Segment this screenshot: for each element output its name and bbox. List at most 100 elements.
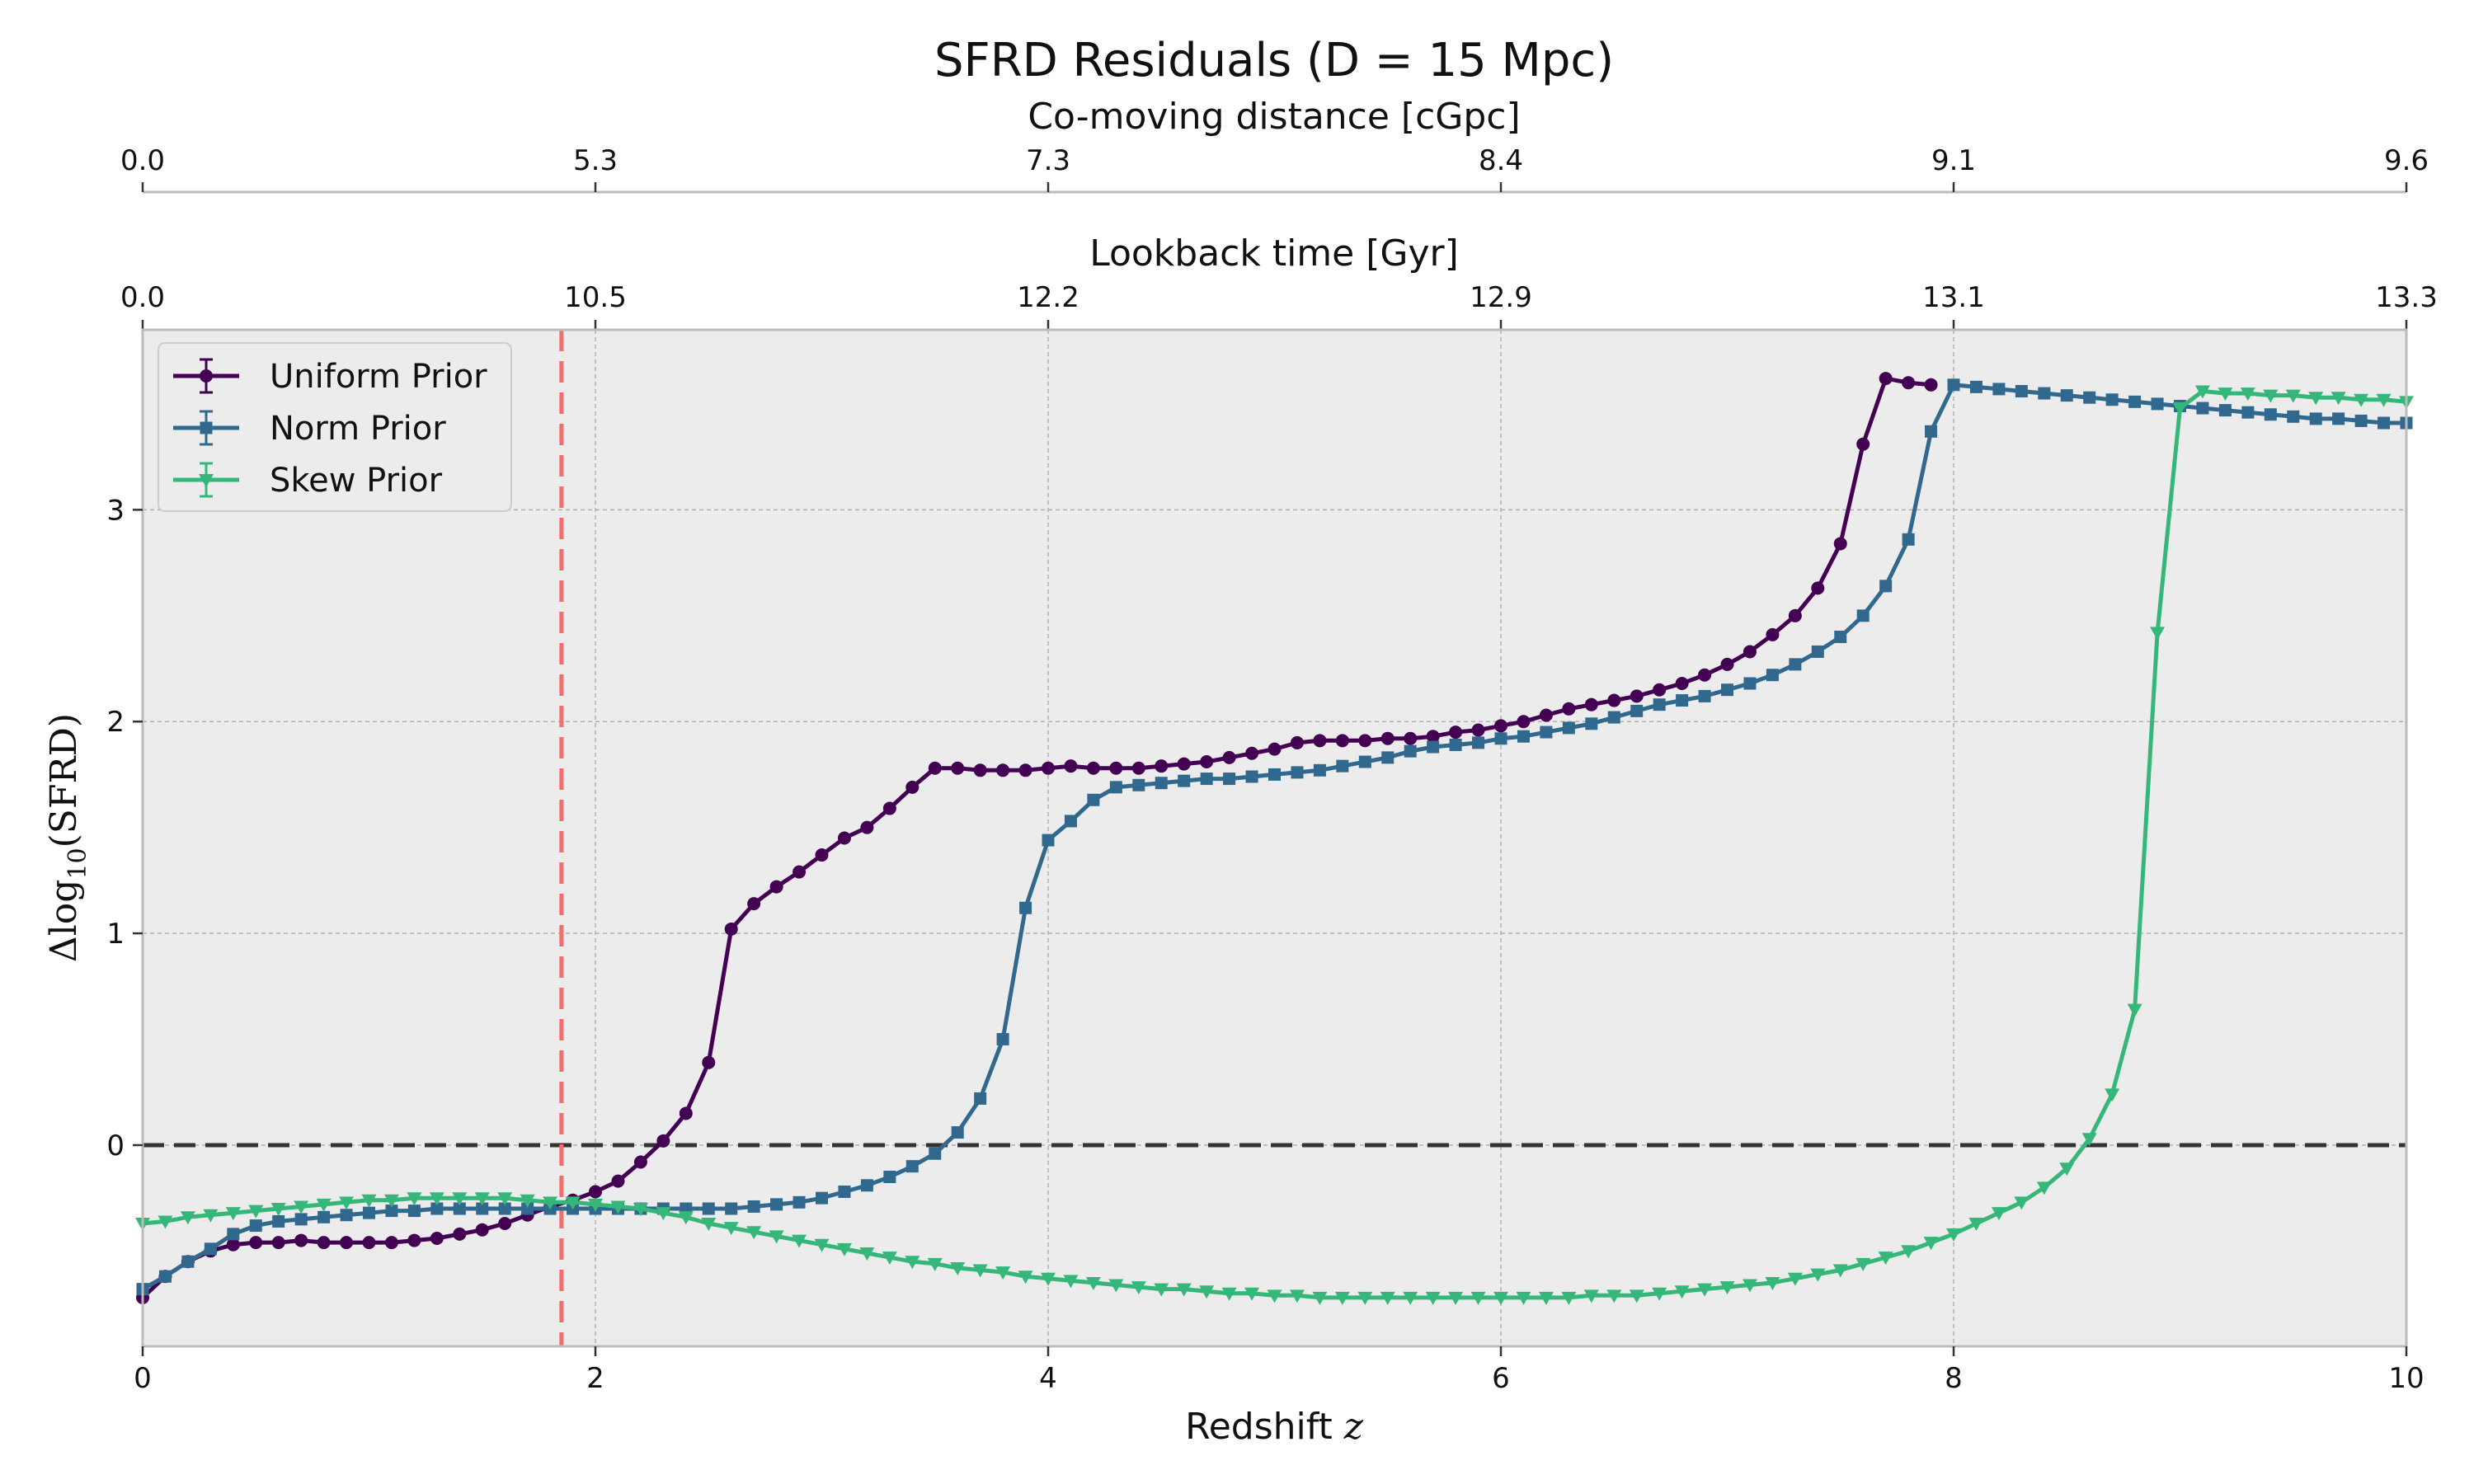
data-point bbox=[815, 848, 829, 862]
data-point bbox=[339, 1196, 355, 1210]
top-axis-comoving-tick-label: 9.6 bbox=[2384, 144, 2429, 177]
data-point bbox=[974, 1092, 987, 1105]
data-point bbox=[497, 1192, 513, 1206]
legend-marker bbox=[199, 474, 214, 487]
data-point bbox=[1178, 774, 1191, 787]
data-point bbox=[793, 1195, 806, 1209]
data-point bbox=[521, 1202, 534, 1215]
data-point bbox=[1223, 773, 1236, 786]
y-tick-label: 2 bbox=[106, 706, 125, 739]
data-point bbox=[1494, 732, 1507, 745]
data-point bbox=[1109, 761, 1123, 775]
data-point bbox=[1562, 721, 1575, 735]
data-point bbox=[1199, 1285, 1215, 1299]
data-point bbox=[2014, 1196, 2030, 1210]
data-point bbox=[2036, 1181, 2052, 1195]
data-point bbox=[1268, 742, 1282, 756]
data-point bbox=[2105, 393, 2119, 406]
data-point bbox=[1879, 372, 1893, 386]
x-tick-label: 8 bbox=[1945, 1362, 1963, 1395]
data-point bbox=[1221, 1287, 1237, 1301]
top-axis-lookback-tick-label: 13.3 bbox=[2375, 281, 2438, 314]
top-axis-comoving-tick-label: 9.1 bbox=[1931, 144, 1976, 177]
top-axis-lookback-tick-label: 10.5 bbox=[564, 281, 627, 314]
data-point bbox=[225, 1207, 241, 1221]
data-point bbox=[836, 1242, 852, 1256]
data-point bbox=[792, 1234, 807, 1248]
data-point bbox=[1516, 1291, 1531, 1305]
series-uniform-prior bbox=[136, 372, 1938, 1304]
data-point bbox=[860, 1179, 873, 1192]
data-point bbox=[1923, 1237, 1939, 1251]
data-point bbox=[1607, 711, 1620, 724]
top-axis-comoving-tick-label: 7.3 bbox=[1026, 144, 1070, 177]
data-point bbox=[1652, 1287, 1667, 1301]
data-point bbox=[1471, 723, 1485, 737]
data-point bbox=[1879, 580, 1893, 593]
data-point bbox=[2378, 416, 2391, 430]
data-point bbox=[2331, 392, 2346, 406]
data-point bbox=[837, 831, 851, 845]
data-point bbox=[407, 1205, 421, 1218]
data-point bbox=[610, 1200, 626, 1214]
data-point bbox=[656, 1207, 671, 1221]
data-point bbox=[927, 1257, 943, 1271]
data-point bbox=[1472, 736, 1485, 749]
data-point bbox=[951, 761, 965, 775]
data-point bbox=[1154, 1283, 1169, 1297]
top-axis-lookback-tick-label: 13.1 bbox=[1922, 281, 1985, 314]
data-point bbox=[1155, 777, 1168, 790]
data-point bbox=[1991, 1207, 2006, 1221]
data-point bbox=[973, 763, 987, 777]
top-axis-comoving: 0.0 5.3 7.3 8.4 9.1 9.6 bbox=[120, 144, 2429, 194]
data-point bbox=[2172, 402, 2188, 416]
data-point bbox=[430, 1231, 444, 1245]
y-tick-label: 3 bbox=[106, 494, 125, 527]
data-point bbox=[1742, 1279, 1757, 1293]
data-point bbox=[611, 1174, 625, 1188]
data-point bbox=[1832, 1264, 1848, 1278]
data-point bbox=[1313, 763, 1326, 777]
data-point bbox=[363, 1206, 375, 1219]
legend-label: Uniform Prior bbox=[270, 358, 487, 396]
data-point bbox=[294, 1200, 309, 1214]
data-point bbox=[905, 1160, 919, 1173]
data-point bbox=[702, 1202, 715, 1215]
data-point bbox=[1132, 778, 1145, 791]
x-tick-label: 10 bbox=[2388, 1362, 2424, 1395]
legend-marker bbox=[200, 421, 213, 434]
data-point bbox=[1810, 1268, 1826, 1282]
top-axis-comoving-tick-label: 0.0 bbox=[120, 144, 165, 177]
legend-marker bbox=[200, 369, 213, 383]
data-point bbox=[1063, 1275, 1079, 1289]
data-point bbox=[1470, 1291, 1486, 1305]
data-point bbox=[316, 1198, 332, 1212]
data-point bbox=[1606, 1289, 1622, 1303]
data-point bbox=[2128, 395, 2142, 408]
data-point bbox=[1538, 1291, 1554, 1305]
data-point bbox=[158, 1215, 173, 1229]
data-point bbox=[1109, 781, 1122, 794]
data-point bbox=[294, 1213, 308, 1226]
data-point bbox=[905, 1256, 920, 1270]
data-point bbox=[1336, 759, 1349, 773]
data-point bbox=[1018, 763, 1032, 777]
data-point bbox=[1562, 702, 1576, 716]
data-point bbox=[1992, 383, 2006, 396]
data-point bbox=[1131, 1281, 1146, 1295]
data-point bbox=[1358, 734, 1372, 748]
data-point bbox=[1427, 740, 1440, 754]
data-point bbox=[1698, 668, 1712, 682]
data-point bbox=[361, 1194, 377, 1208]
data-point bbox=[701, 1218, 717, 1232]
data-point bbox=[929, 1147, 942, 1160]
data-point bbox=[248, 1205, 264, 1219]
data-point bbox=[1381, 751, 1395, 764]
data-point bbox=[1448, 1291, 1464, 1305]
data-point bbox=[2308, 392, 2324, 406]
chart-title: SFRD Residuals (D = 15 Mpc) bbox=[934, 34, 1614, 87]
top-axis-lookback-tick-label: 12.2 bbox=[1017, 281, 1079, 314]
data-point bbox=[1108, 1279, 1124, 1293]
data-point bbox=[1200, 773, 1213, 786]
data-point bbox=[1403, 1291, 1418, 1305]
